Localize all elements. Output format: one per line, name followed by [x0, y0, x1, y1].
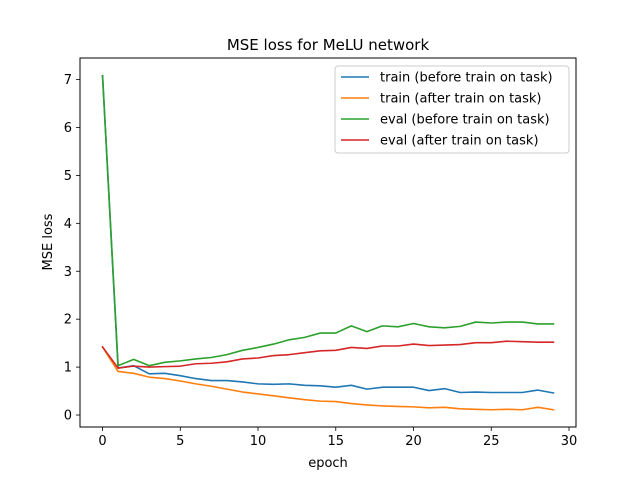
y-tick-label: 4 — [64, 217, 72, 232]
y-axis-label: MSE loss — [41, 213, 56, 270]
x-tick-label: 10 — [250, 434, 267, 449]
legend-entry: eval (after train on task) — [380, 134, 539, 149]
series-line-3 — [101, 74, 555, 367]
y-tick-label: 5 — [64, 169, 72, 184]
legend-entry: train (before train on task) — [380, 71, 553, 86]
series-line-2 — [101, 345, 555, 411]
x-axis: 0 5 10 15 20 25 30 — [98, 427, 577, 449]
x-tick-label: 20 — [405, 434, 422, 449]
x-tick-label: 30 — [561, 434, 578, 449]
legend-box — [334, 65, 570, 154]
legend-entry: train (after train on task) — [380, 92, 542, 107]
y-tick-label: 0 — [64, 409, 72, 424]
x-tick-label: 5 — [176, 434, 184, 449]
y-tick-label: 7 — [64, 73, 72, 88]
legend: train (before train on task) train (after… — [334, 65, 570, 154]
x-axis-label: epoch — [308, 456, 348, 471]
series-line-4 — [101, 340, 555, 369]
series-line-1 — [101, 74, 555, 394]
series-lines — [101, 74, 555, 411]
x-tick-label: 25 — [483, 434, 500, 449]
y-tick-label: 1 — [64, 361, 72, 376]
y-tick-label: 6 — [64, 121, 72, 136]
plot-frame — [79, 57, 577, 428]
x-tick-label: 15 — [328, 434, 345, 449]
legend-entry: eval (before train on task) — [380, 113, 550, 128]
y-axis: 0 1 2 3 4 5 6 7 — [64, 73, 80, 424]
chart-title: MSE loss for MeLU network — [227, 36, 430, 54]
y-tick-label: 2 — [64, 313, 72, 328]
y-tick-label: 3 — [64, 265, 72, 280]
x-tick-label: 0 — [98, 434, 106, 449]
